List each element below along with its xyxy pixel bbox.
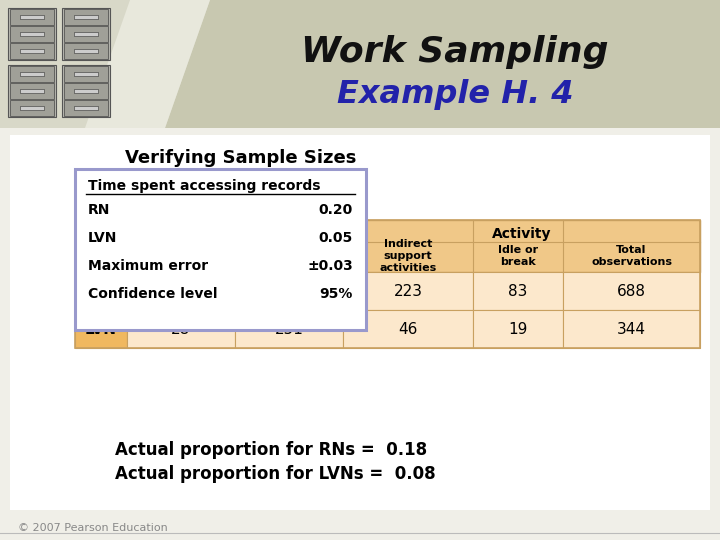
- Bar: [235, 310, 343, 348]
- FancyBboxPatch shape: [20, 106, 44, 110]
- FancyBboxPatch shape: [74, 106, 98, 110]
- FancyBboxPatch shape: [10, 43, 54, 59]
- FancyBboxPatch shape: [74, 89, 98, 93]
- Text: RN: RN: [88, 203, 110, 217]
- Text: Confidence level: Confidence level: [88, 287, 217, 301]
- Bar: [563, 272, 700, 310]
- FancyBboxPatch shape: [20, 71, 44, 76]
- Text: Time spent accessing records: Time spent accessing records: [88, 179, 320, 193]
- FancyBboxPatch shape: [64, 100, 108, 116]
- Bar: [75, 220, 700, 272]
- FancyBboxPatch shape: [64, 26, 108, 42]
- Bar: [235, 272, 343, 310]
- Text: Maximum error: Maximum error: [88, 259, 208, 273]
- Text: Time
accessing
records: Time accessing records: [150, 239, 212, 273]
- Text: ±0.03: ±0.03: [307, 259, 353, 273]
- FancyBboxPatch shape: [10, 66, 54, 82]
- Text: 0.20: 0.20: [319, 203, 353, 217]
- Text: Total
observations: Total observations: [591, 245, 672, 267]
- Text: 0.05: 0.05: [319, 231, 353, 245]
- Text: 83: 83: [508, 284, 528, 299]
- Text: Idle or
break: Idle or break: [498, 245, 538, 267]
- Text: Actual proportion for LVNs =  0.08: Actual proportion for LVNs = 0.08: [115, 465, 436, 483]
- Text: 19: 19: [508, 321, 528, 336]
- Text: LVN: LVN: [88, 231, 117, 245]
- Text: LVN: LVN: [85, 321, 117, 336]
- Bar: [0, 0, 720, 128]
- FancyBboxPatch shape: [8, 8, 56, 60]
- FancyBboxPatch shape: [75, 169, 366, 330]
- FancyBboxPatch shape: [62, 65, 110, 117]
- FancyBboxPatch shape: [64, 9, 108, 25]
- Bar: [75, 220, 700, 348]
- Bar: [10, 135, 710, 510]
- FancyBboxPatch shape: [62, 8, 110, 60]
- Text: 28: 28: [171, 321, 191, 336]
- Bar: [343, 272, 473, 310]
- FancyBboxPatch shape: [10, 100, 54, 116]
- Bar: [75, 310, 127, 348]
- FancyBboxPatch shape: [10, 26, 54, 42]
- Text: Direct
care
activities: Direct care activities: [261, 239, 318, 273]
- Text: 124: 124: [166, 284, 195, 299]
- Text: © 2007 Pearson Education: © 2007 Pearson Education: [18, 523, 168, 533]
- Text: Work Sampling: Work Sampling: [301, 35, 608, 69]
- Text: Example H. 4: Example H. 4: [337, 79, 573, 111]
- Text: 688: 688: [617, 284, 646, 299]
- Text: 258: 258: [274, 284, 303, 299]
- Text: 344: 344: [617, 321, 646, 336]
- Text: RN: RN: [89, 284, 113, 299]
- Text: Activity: Activity: [492, 227, 552, 241]
- Bar: [343, 310, 473, 348]
- FancyBboxPatch shape: [20, 49, 44, 53]
- FancyBboxPatch shape: [74, 71, 98, 76]
- Text: Actual proportion for RNs =  0.18: Actual proportion for RNs = 0.18: [115, 441, 427, 459]
- Bar: [473, 310, 563, 348]
- Text: 95%: 95%: [320, 287, 353, 301]
- Bar: [0, 128, 720, 540]
- FancyBboxPatch shape: [20, 15, 44, 18]
- Polygon shape: [0, 0, 210, 128]
- Bar: [563, 310, 700, 348]
- Bar: [473, 272, 563, 310]
- Text: Indirect
support
activities: Indirect support activities: [379, 239, 436, 273]
- Text: Verifying Sample Sizes: Verifying Sample Sizes: [125, 149, 356, 167]
- Bar: [127, 272, 235, 310]
- FancyBboxPatch shape: [8, 65, 56, 117]
- FancyBboxPatch shape: [64, 66, 108, 82]
- Bar: [75, 272, 127, 310]
- FancyBboxPatch shape: [20, 89, 44, 93]
- Text: 46: 46: [398, 321, 418, 336]
- FancyBboxPatch shape: [74, 49, 98, 53]
- FancyBboxPatch shape: [64, 83, 108, 99]
- Text: 223: 223: [394, 284, 423, 299]
- Bar: [127, 310, 235, 348]
- Text: 251: 251: [274, 321, 303, 336]
- FancyBboxPatch shape: [74, 15, 98, 18]
- FancyBboxPatch shape: [10, 83, 54, 99]
- FancyBboxPatch shape: [74, 31, 98, 36]
- FancyBboxPatch shape: [20, 31, 44, 36]
- Polygon shape: [85, 0, 210, 128]
- FancyBboxPatch shape: [64, 43, 108, 59]
- FancyBboxPatch shape: [10, 9, 54, 25]
